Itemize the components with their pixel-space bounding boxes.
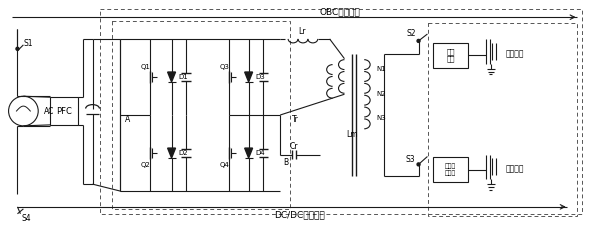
Bar (433, 158, 468, 182)
Text: 自耦同
步整流: 自耦同 步整流 (445, 164, 456, 176)
Text: 辅助电池: 辅助电池 (505, 165, 524, 174)
Polygon shape (245, 72, 253, 82)
Text: S3: S3 (406, 155, 416, 164)
Bar (50, 97, 78, 125)
Circle shape (417, 39, 420, 42)
Text: Tr: Tr (292, 115, 298, 124)
Text: OBC功率回路: OBC功率回路 (319, 8, 360, 17)
Text: S1: S1 (23, 39, 33, 48)
Text: D1: D1 (178, 74, 188, 80)
Text: Cr: Cr (290, 142, 298, 151)
Text: D3: D3 (256, 74, 265, 80)
Polygon shape (167, 148, 176, 158)
Bar (433, 43, 468, 68)
Text: N3: N3 (376, 115, 386, 121)
Text: DC/DC功率回路: DC/DC功率回路 (275, 210, 325, 219)
Text: N2: N2 (376, 91, 386, 97)
Circle shape (16, 47, 19, 50)
Text: AC: AC (44, 106, 55, 116)
Text: B: B (283, 158, 289, 167)
Text: Q4: Q4 (220, 162, 230, 168)
Circle shape (417, 163, 420, 166)
Text: Q3: Q3 (220, 64, 230, 70)
Text: Lr: Lr (298, 27, 306, 35)
Text: S4: S4 (22, 214, 31, 223)
Text: Q2: Q2 (141, 162, 151, 168)
Text: D4: D4 (256, 150, 265, 156)
Text: D2: D2 (178, 150, 188, 156)
Polygon shape (167, 72, 176, 82)
Polygon shape (245, 148, 253, 158)
Text: N1: N1 (376, 65, 386, 72)
Text: PFC: PFC (56, 106, 72, 116)
Text: A: A (125, 115, 130, 124)
Text: S2: S2 (406, 30, 416, 38)
Text: Q1: Q1 (141, 64, 151, 70)
Text: 动力电池: 动力电池 (505, 49, 524, 58)
Text: 全桥
整流: 全桥 整流 (446, 48, 455, 62)
Text: Lm: Lm (346, 130, 358, 139)
